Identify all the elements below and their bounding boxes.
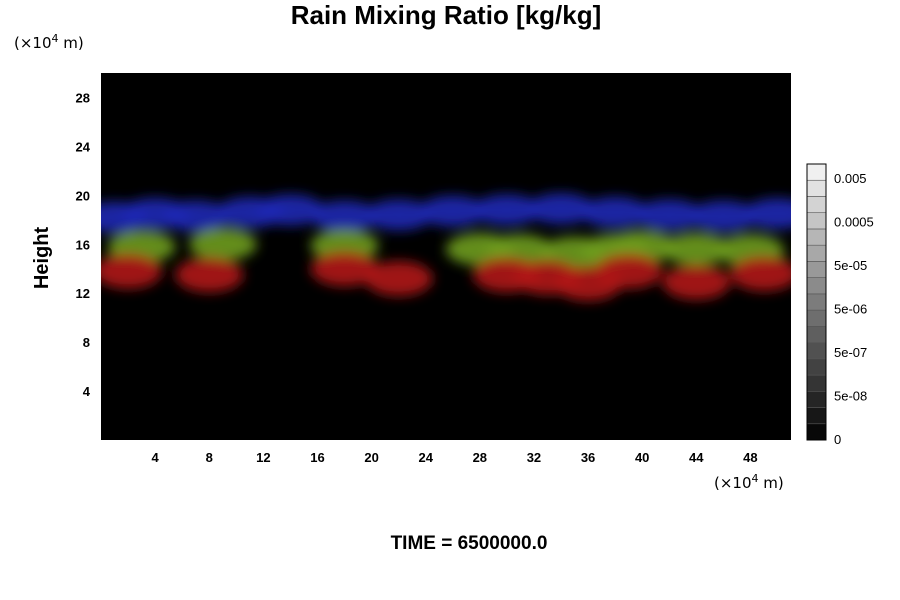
y-tick-label: 24 <box>76 139 91 154</box>
colorbar-level <box>806 196 827 214</box>
rain-blob-0-5 <box>310 200 379 232</box>
rain-blob-2-3 <box>364 261 433 296</box>
rain-blob-1-8 <box>662 233 731 266</box>
colorbar-level <box>806 261 827 278</box>
x-tick-label: 28 <box>473 450 487 465</box>
rain-field <box>101 193 791 301</box>
x-tick-label: 36 <box>581 450 595 465</box>
colorbar-frame <box>806 163 827 441</box>
rain-blob-2-8 <box>662 264 731 300</box>
y-axis-unit: (×104 m) <box>14 32 84 52</box>
x-tick-label: 12 <box>256 450 270 465</box>
colorbar-label: 0.0005 <box>834 215 874 230</box>
x-tick-label: 40 <box>635 450 649 465</box>
colorbar-level <box>806 326 827 343</box>
x-axis-unit: (×104 m) <box>714 472 784 492</box>
y-tick-label: 20 <box>76 188 90 203</box>
colorbar-level <box>806 407 827 425</box>
rain-blob-2-9 <box>729 256 791 292</box>
rain-blob-2-7 <box>594 253 663 289</box>
colorbar-level <box>806 309 827 327</box>
y-tick-label: 16 <box>76 237 90 252</box>
colorbar-level <box>806 390 827 408</box>
colorbar: 0.005 0.0005 5e-05 5e-06 5e-07 5e-08 0 <box>806 163 874 447</box>
x-tick-label: 24 <box>418 450 433 465</box>
rain-blob-0-11 <box>635 199 704 231</box>
rain-blob-0-13 <box>743 198 791 230</box>
y-axis-label: Height <box>31 227 53 290</box>
x-tick-label: 4 <box>152 450 160 465</box>
colorbar-level <box>806 293 827 311</box>
rain-blob-0-9 <box>527 193 595 225</box>
colorbar-level <box>806 358 827 376</box>
colorbar-level <box>806 277 827 295</box>
colorbar-level <box>806 244 827 262</box>
y-tick-label: 4 <box>83 384 91 399</box>
colorbar-label: 0.005 <box>834 171 867 186</box>
colorbar-label: 5e-08 <box>834 389 867 404</box>
rain-blob-0-10 <box>581 196 650 228</box>
x-tick-label: 16 <box>310 450 324 465</box>
colorbar-level <box>806 423 827 441</box>
time-label: TIME = 6500000.0 <box>391 533 548 554</box>
y-ticks: 4 8 12 16 20 24 28 <box>76 90 91 399</box>
y-tick-label: 12 <box>76 286 90 301</box>
colorbar-level <box>806 374 827 392</box>
rain-blob-0-7 <box>418 195 487 227</box>
colorbar-level <box>806 212 827 230</box>
rain-blob-0-4 <box>256 194 325 226</box>
y-tick-label: 8 <box>83 335 90 350</box>
colorbar-label: 5e-06 <box>834 302 867 317</box>
colorbar-label: 5e-07 <box>834 345 867 360</box>
rain-blob-0-2 <box>161 200 230 232</box>
x-tick-label: 48 <box>743 450 757 465</box>
colorbar-level <box>806 163 827 181</box>
rain-blob-0-12 <box>689 200 758 232</box>
rain-blob-2-0 <box>101 253 163 289</box>
x-tick-label: 8 <box>206 450 213 465</box>
colorbar-label: 0 <box>834 432 841 447</box>
rain-blob-0-6 <box>364 199 433 231</box>
colorbar-level <box>806 342 827 360</box>
x-tick-label: 44 <box>689 450 704 465</box>
rain-blob-2-2 <box>310 251 379 287</box>
colorbar-label: 5e-05 <box>834 258 867 273</box>
x-tick-label: 20 <box>364 450 378 465</box>
chart-title: Rain Mixing Ratio [kg/kg] <box>291 0 602 30</box>
x-tick-label: 32 <box>527 450 541 465</box>
rain-blob-2-1 <box>175 257 244 293</box>
rain-blob-0-8 <box>472 194 541 226</box>
colorbar-level <box>806 228 827 246</box>
y-tick-label: 28 <box>76 90 90 105</box>
x-ticks: 4 8 12 16 20 24 28 32 36 40 44 48 <box>152 450 758 465</box>
rain-blob-1-1 <box>188 228 257 261</box>
rain-blob-1-2 <box>310 229 379 262</box>
colorbar-level <box>806 179 827 197</box>
